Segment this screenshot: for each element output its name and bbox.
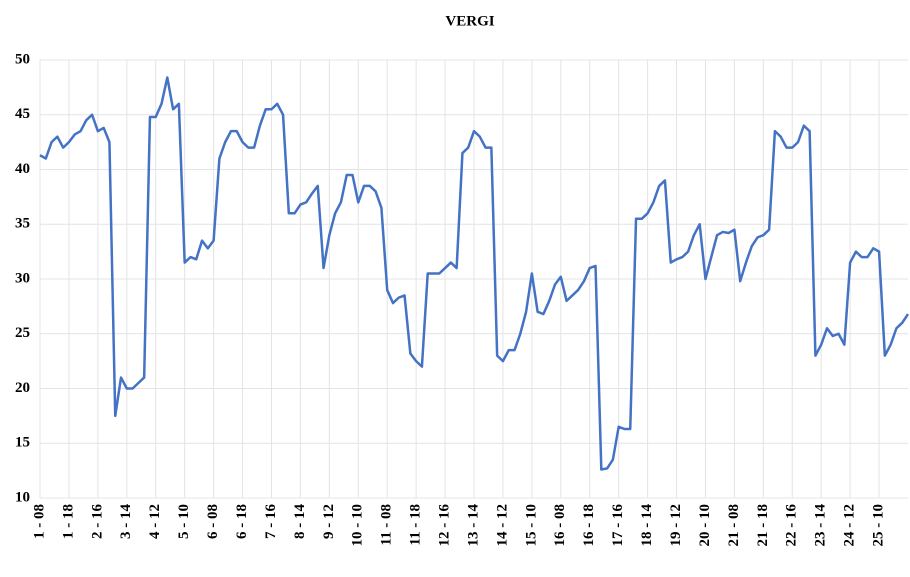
x-tick-label: 16 - 18 bbox=[581, 504, 597, 547]
y-tick-label: 50 bbox=[15, 51, 30, 67]
x-tick-label: 2 - 16 bbox=[89, 504, 105, 539]
y-tick-label: 15 bbox=[15, 435, 30, 451]
x-tick-label: 23 - 14 bbox=[813, 504, 829, 547]
x-tick-label: 12 - 16 bbox=[437, 504, 453, 547]
x-tick-label: 22 - 16 bbox=[784, 504, 800, 547]
x-tick-label: 9 - 12 bbox=[321, 504, 337, 539]
x-tick-label: 8 - 14 bbox=[292, 504, 308, 539]
x-tick-label: 16 - 08 bbox=[552, 504, 568, 547]
x-tick-label: 11 - 08 bbox=[379, 504, 395, 546]
y-tick-label: 25 bbox=[15, 325, 30, 341]
y-tick-label: 20 bbox=[15, 380, 30, 396]
x-tick-label: 4 - 12 bbox=[147, 504, 163, 539]
x-tick-label: 18 - 14 bbox=[639, 504, 655, 547]
x-tick-label: 6 - 08 bbox=[205, 504, 221, 539]
y-tick-label: 35 bbox=[15, 216, 30, 232]
x-tick-label: 3 - 14 bbox=[118, 504, 134, 539]
y-tick-label: 10 bbox=[15, 489, 30, 505]
x-tick-label: 5 - 10 bbox=[176, 504, 192, 539]
x-tick-label: 13 - 14 bbox=[465, 504, 481, 547]
x-tick-label: 25 - 10 bbox=[871, 504, 887, 547]
x-tick-label: 21 - 18 bbox=[755, 504, 771, 547]
x-tick-label: 15 - 10 bbox=[523, 504, 539, 547]
y-tick-label: 40 bbox=[15, 161, 30, 177]
x-tick-label: 11 - 18 bbox=[408, 504, 424, 546]
x-tick-label: 21 - 08 bbox=[726, 504, 742, 547]
x-tick-label: 20 - 10 bbox=[697, 504, 713, 547]
y-tick-label: 30 bbox=[15, 270, 30, 286]
x-tick-label: 1 - 18 bbox=[60, 504, 76, 539]
x-tick-label: 14 - 12 bbox=[494, 504, 510, 547]
x-tick-label: 24 - 12 bbox=[842, 504, 858, 547]
data-line bbox=[39, 76, 910, 471]
chart-title: VERGI bbox=[445, 13, 494, 29]
x-tick-label: 6 - 18 bbox=[234, 504, 250, 539]
x-tick-label: 7 - 16 bbox=[263, 504, 279, 539]
x-tick-label: 19 - 12 bbox=[668, 504, 684, 547]
x-tick-label: 1 - 08 bbox=[31, 504, 47, 539]
x-tick-label: 17 - 16 bbox=[610, 504, 626, 547]
x-tick-label: 10 - 10 bbox=[350, 504, 366, 547]
y-tick-label: 45 bbox=[15, 106, 30, 122]
